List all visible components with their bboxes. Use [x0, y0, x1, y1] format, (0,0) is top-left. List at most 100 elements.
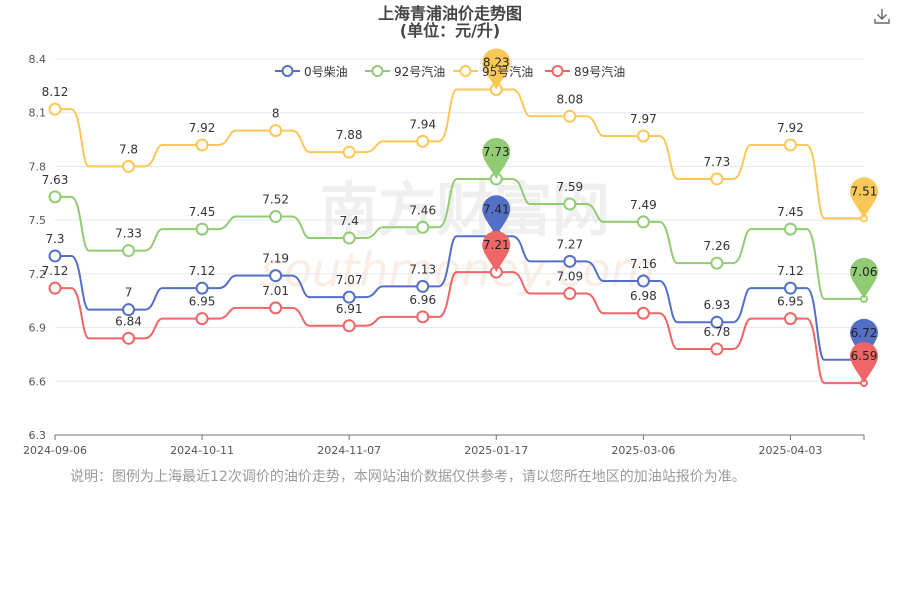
data-point[interactable]: [122, 303, 136, 317]
data-point[interactable]: [195, 281, 209, 295]
data-label: 7.88: [336, 128, 363, 142]
data-point[interactable]: [636, 215, 650, 229]
y-tick-label: 7.2: [29, 268, 47, 281]
data-point[interactable]: [342, 145, 356, 159]
data-label: 7.52: [262, 193, 289, 207]
download-icon[interactable]: [872, 6, 892, 26]
x-tick-label: 2024-11-07: [317, 444, 381, 457]
data-point[interactable]: [710, 315, 724, 329]
data-point[interactable]: [636, 306, 650, 320]
y-tick-label: 8.4: [29, 53, 47, 66]
data-point[interactable]: [269, 124, 283, 138]
data-point[interactable]: [563, 254, 577, 268]
legend-label: 92号汽油: [394, 64, 446, 79]
pin-label: 7.21: [483, 238, 510, 252]
legend-item[interactable]: 0号柴油: [275, 62, 348, 80]
data-point[interactable]: [195, 138, 209, 152]
pin-marker[interactable]: [482, 48, 511, 90]
data-point[interactable]: [783, 222, 797, 236]
data-point[interactable]: [342, 290, 356, 304]
data-point[interactable]: [636, 274, 650, 288]
data-point[interactable]: [563, 109, 577, 123]
data-point[interactable]: [269, 210, 283, 224]
data-point[interactable]: [269, 301, 283, 315]
data-label: 8.12: [42, 85, 69, 99]
pin-marker[interactable]: [482, 137, 511, 179]
data-label: 7.59: [556, 180, 583, 194]
data-label: 7.3: [45, 232, 64, 246]
data-point[interactable]: [636, 129, 650, 143]
data-label: 7.12: [777, 264, 804, 278]
x-tick-label: 2025-01-17: [464, 444, 528, 457]
pin-label: 8.23: [483, 55, 510, 69]
data-label: 7.8: [119, 142, 138, 156]
legend-label: 89号汽油: [574, 64, 626, 79]
pin-label: 7.06: [851, 265, 878, 279]
pin-label: 6.59: [851, 349, 878, 363]
y-tick-label: 7.5: [29, 214, 47, 227]
data-point[interactable]: [783, 138, 797, 152]
y-tick-label: 6.9: [29, 322, 47, 335]
data-point[interactable]: [195, 312, 209, 326]
data-point[interactable]: [710, 342, 724, 356]
data-point[interactable]: [342, 319, 356, 333]
data-point[interactable]: [416, 220, 430, 234]
data-point[interactable]: [269, 269, 283, 283]
data-label: 7.45: [189, 205, 216, 219]
data-label: 7.09: [556, 270, 583, 284]
legend-marker-icon: [275, 65, 300, 77]
data-point[interactable]: [195, 222, 209, 236]
pin-marker[interactable]: [850, 177, 878, 219]
data-point[interactable]: [783, 281, 797, 295]
pin-marker[interactable]: [850, 318, 878, 360]
series-line-3: [55, 271, 864, 385]
pin-marker[interactable]: [850, 342, 878, 384]
data-point[interactable]: [563, 197, 577, 211]
series-line-1: [55, 177, 864, 300]
data-label: 7.4: [340, 214, 359, 228]
data-label: 7.12: [189, 264, 216, 278]
data-point[interactable]: [48, 249, 62, 263]
data-point[interactable]: [342, 231, 356, 245]
legend-item[interactable]: 89号汽油: [545, 62, 625, 80]
data-point[interactable]: [122, 331, 136, 345]
data-label: 7.73: [704, 155, 731, 169]
data-point[interactable]: [48, 102, 62, 116]
x-tick-label: 2024-09-06: [23, 444, 87, 457]
pin-marker[interactable]: [482, 195, 511, 237]
data-label: 6.78: [704, 325, 731, 339]
pin-label: 7.41: [483, 202, 510, 216]
data-point[interactable]: [416, 279, 430, 293]
y-tick-label: 8.1: [29, 107, 47, 120]
data-label: 6.98: [630, 289, 657, 303]
data-label: 7.97: [630, 112, 657, 126]
data-point[interactable]: [710, 256, 724, 270]
data-point[interactable]: [783, 312, 797, 326]
pin-marker[interactable]: [482, 231, 511, 273]
data-point[interactable]: [122, 159, 136, 173]
data-label: 7.46: [409, 203, 436, 217]
data-point[interactable]: [48, 281, 62, 295]
data-label: 7.63: [42, 173, 69, 187]
data-point[interactable]: [416, 134, 430, 148]
series-line-2: [55, 88, 864, 220]
chart-title: 上海青浦油价走势图: [377, 4, 522, 23]
data-point[interactable]: [122, 244, 136, 258]
y-tick-label: 6.6: [29, 375, 47, 388]
data-label: 6.95: [777, 295, 804, 309]
data-point[interactable]: [710, 172, 724, 186]
data-point[interactable]: [416, 310, 430, 324]
data-point[interactable]: [48, 190, 62, 204]
pin-marker[interactable]: [850, 257, 878, 299]
legend-item[interactable]: 95号汽油: [453, 62, 533, 80]
legend-label: 95号汽油: [482, 64, 534, 79]
legend-item[interactable]: 92号汽油: [365, 62, 445, 80]
data-point[interactable]: [563, 287, 577, 301]
x-tick-label: 2025-03-06: [611, 444, 675, 457]
data-label: 7.92: [777, 121, 804, 135]
data-label: 7.16: [630, 257, 657, 271]
data-label: 6.84: [115, 314, 142, 328]
data-label: 7.26: [704, 239, 731, 253]
